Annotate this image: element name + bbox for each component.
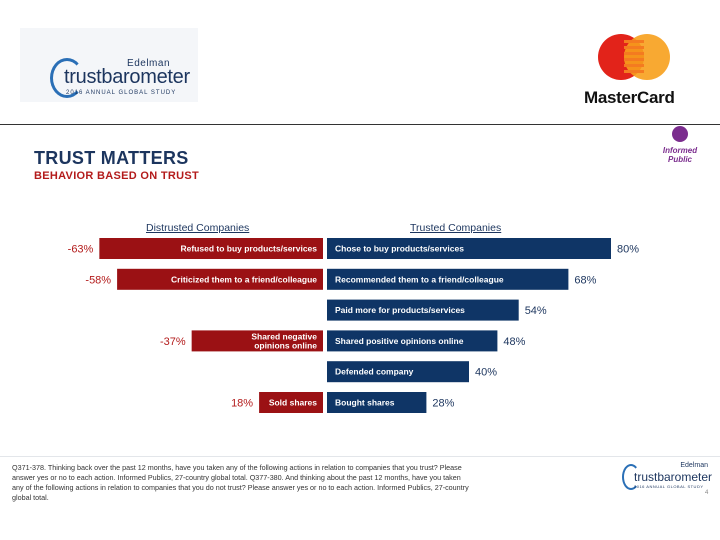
trusted-bar-label: Shared positive opinions online <box>335 336 464 346</box>
trusted-column-heading: Trusted Companies <box>410 222 502 234</box>
informed-public-label: Informed Public <box>662 146 698 164</box>
trusted-bar-label: Defended company <box>335 367 414 377</box>
page-number: 4 <box>705 490 709 496</box>
edelman-subtitle: 2016 ANNUAL GLOBAL STUDY <box>66 90 177 96</box>
distrusted-value-label: -63% <box>68 244 94 256</box>
footer-wordmark: trustbarometer <box>634 470 713 484</box>
trusted-value-label: 54% <box>525 305 547 317</box>
edelman-name: Edelman <box>127 58 170 69</box>
trusted-bar-label: Chose to buy products/services <box>335 244 464 254</box>
trusted-bar-label: Bought shares <box>335 398 395 408</box>
trusted-bar <box>327 299 519 321</box>
mastercard-wordmark: MasterCard <box>584 88 675 107</box>
distrusted-bar <box>99 238 323 259</box>
distrusted-bar <box>191 330 323 352</box>
page-title: TRUST MATTERS <box>34 148 189 168</box>
distrusted-value-label: -58% <box>85 274 111 286</box>
footnote: Q371-378. Thinking back over the past 12… <box>12 463 469 502</box>
trusted-bar-label: Paid more for products/services <box>335 305 465 315</box>
trusted-value-label: 40% <box>475 367 497 379</box>
mastercard-logo: MasterCard <box>580 30 690 110</box>
edelman-wordmark: trustbarometer <box>64 66 190 88</box>
lightbulb-icon <box>668 126 690 146</box>
mastercard-stripes-icon <box>624 40 644 74</box>
distrusted-bar <box>259 392 323 413</box>
distrusted-value-label: 18% <box>231 398 253 410</box>
footer-ring-icon <box>622 464 640 490</box>
distrusted-bar-label: Shared negative opinions online <box>251 331 317 350</box>
footer-edelman-logo: Edelman trustbarometer 2016 ANNUAL GLOBA… <box>620 462 712 494</box>
edelman-trustbarometer-logo: Edelman trustbarometer 2016 ANNUAL GLOBA… <box>20 28 198 102</box>
trusted-bar-label: Recommended them to a friend/colleague <box>335 274 504 284</box>
footer <box>0 456 720 500</box>
trusted-value-label: 28% <box>432 398 454 410</box>
trusted-bar <box>327 330 498 352</box>
distrusted-column-heading: Distrusted Companies <box>146 222 250 234</box>
footer-edelman-name: Edelman <box>680 462 708 469</box>
trusted-bar <box>327 238 611 259</box>
trusted-value-label: 68% <box>574 274 596 286</box>
distrusted-bar-label: Sold shares <box>269 398 317 408</box>
page-subtitle: BEHAVIOR BASED ON TRUST <box>34 170 199 182</box>
trusted-value-label: 48% <box>503 336 525 348</box>
distrusted-value-label: -37% <box>160 336 186 348</box>
trusted-bar <box>327 392 427 413</box>
behavior-bar-chart: Refused to buy products/services -63% Crit… <box>68 238 639 413</box>
header-divider <box>0 124 720 125</box>
trusted-bar <box>327 268 569 290</box>
trusted-bar <box>327 361 469 383</box>
header: Edelman trustbarometer 2016 ANNUAL GLOBA… <box>0 0 720 124</box>
distrusted-bar-label: Criticized them to a friend/colleague <box>171 274 317 284</box>
footer-subtitle: 2016 ANNUAL GLOBAL STUDY <box>634 484 704 489</box>
distrusted-bar-label: Refused to buy products/services <box>180 244 317 254</box>
distrusted-bar <box>117 268 323 290</box>
trusted-value-label: 80% <box>617 244 639 256</box>
edelman-ring-icon <box>50 58 84 98</box>
